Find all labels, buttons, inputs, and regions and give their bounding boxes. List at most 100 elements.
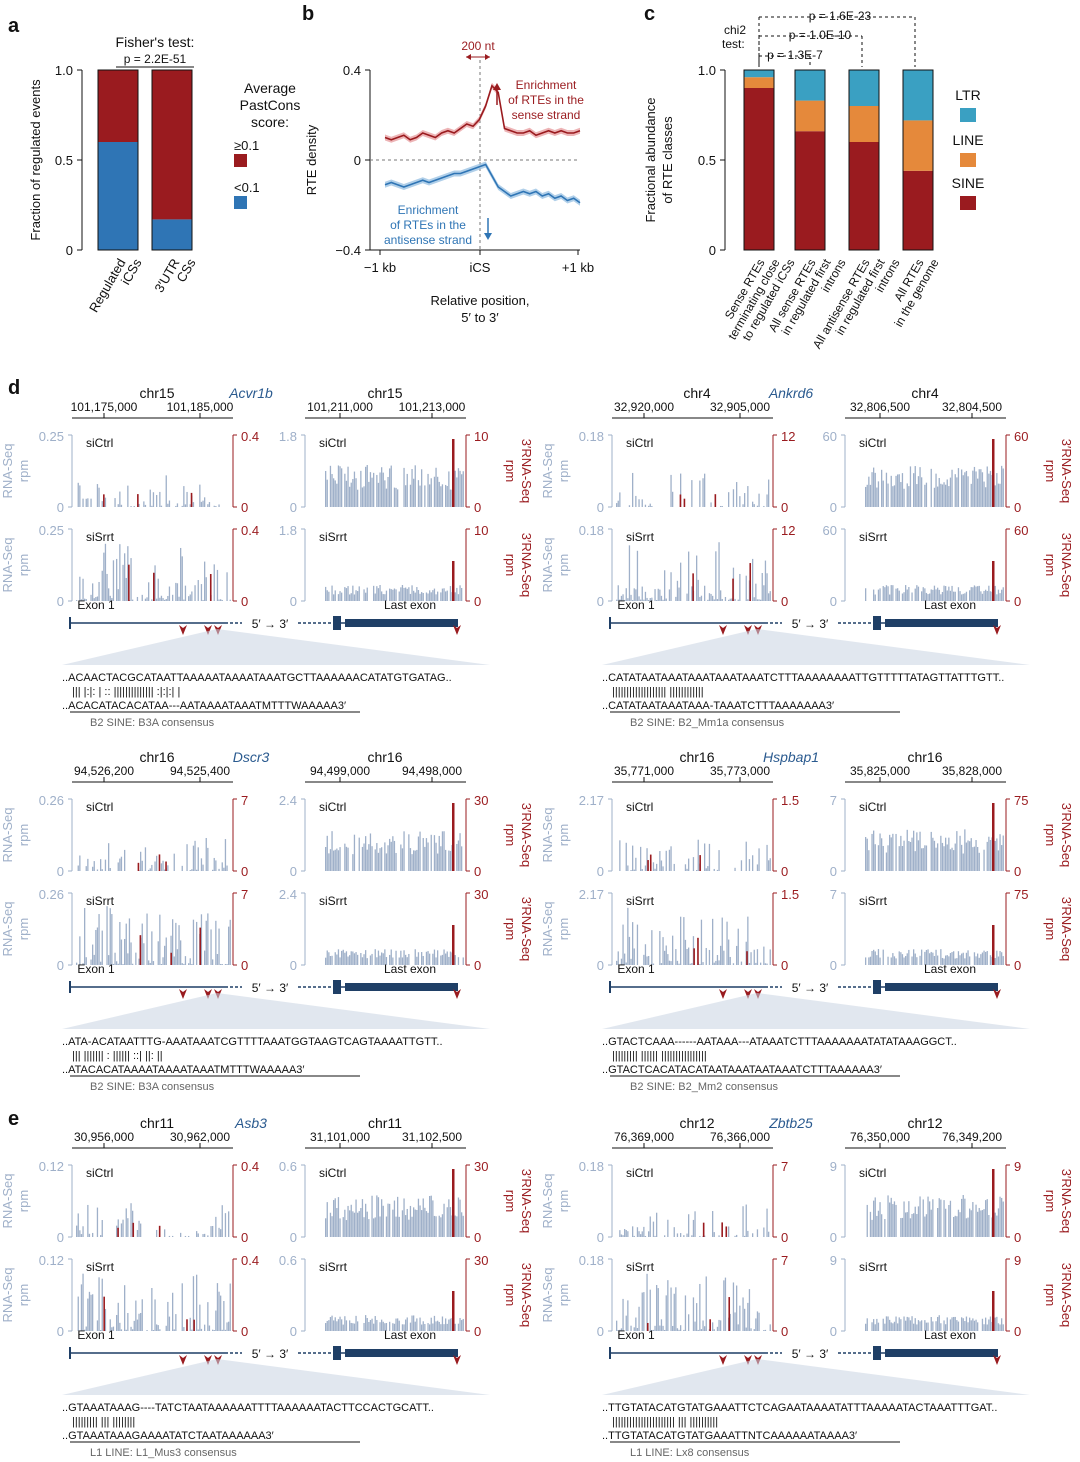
cov-bar	[702, 478, 704, 507]
axis-zero: 0	[290, 1324, 297, 1339]
cov-bar	[865, 486, 867, 507]
x-tick-label: −1 kb	[364, 260, 396, 275]
direction-label: 5′ → 3′	[252, 617, 289, 631]
peak	[732, 578, 734, 601]
cov-bar	[943, 1200, 945, 1237]
bar-0-0	[744, 88, 774, 250]
cov-bar	[945, 837, 947, 871]
bar-2-3	[903, 70, 933, 121]
cov-bar	[664, 570, 666, 601]
cov-bar	[643, 1292, 645, 1331]
cov-bar	[111, 914, 113, 965]
cov-bar	[625, 588, 627, 601]
cov-bar	[79, 936, 81, 965]
coord-tick: 76,349,200	[942, 1130, 1002, 1144]
rna3-seq-label: rpm	[1043, 824, 1058, 846]
rna3-axis-max: 7	[781, 1159, 788, 1174]
cov-bar	[440, 1217, 442, 1237]
cov-bar	[901, 954, 904, 965]
cov-bar	[369, 472, 372, 507]
coord-tick: 32,920,000	[614, 400, 674, 414]
rna3-axis-max: 10	[474, 523, 488, 538]
cov-bar	[704, 1326, 706, 1331]
coverage-left	[76, 906, 231, 965]
rna-axis-max: 9	[830, 1159, 837, 1174]
cov-bar	[419, 485, 421, 507]
x-axis-label: Relative position,	[431, 293, 530, 308]
cov-bar	[946, 955, 948, 965]
cov-bar	[627, 598, 629, 601]
cov-bar	[403, 467, 405, 507]
cov-bar	[159, 1329, 161, 1331]
cov-bar	[349, 955, 351, 965]
cov-bar	[454, 1215, 456, 1237]
cov-bar	[334, 952, 336, 965]
cov-bar	[927, 1196, 929, 1237]
cov-bar	[373, 1218, 375, 1237]
cs-marker	[204, 625, 212, 635]
cov-bar	[363, 486, 365, 507]
zoom-wedge	[602, 629, 1030, 665]
cov-bar	[935, 1321, 937, 1331]
panel-letter-c: c	[644, 3, 655, 25]
cov-bar	[461, 846, 463, 871]
cov-bar	[893, 1201, 896, 1237]
cov-bar	[680, 916, 682, 965]
cov-bar	[114, 952, 116, 965]
rna3-axis-max: 30	[474, 887, 488, 902]
cov-bar	[341, 1319, 343, 1331]
cov-bar	[921, 949, 923, 965]
cov-bar	[376, 843, 378, 871]
cov-bar	[366, 1211, 368, 1237]
cov-bar	[640, 599, 642, 601]
cov-bar	[376, 1319, 378, 1331]
gene-name: Hspbap1	[763, 749, 819, 765]
cov-bar	[365, 466, 367, 507]
cov-bar	[624, 1229, 626, 1237]
cov-bar	[221, 599, 223, 601]
up-arrow-head	[493, 83, 501, 90]
exon-block	[873, 980, 881, 994]
cov-bar	[748, 963, 751, 965]
cov-bar	[365, 836, 367, 871]
cov-bar	[691, 586, 693, 601]
bar-outline	[97, 69, 139, 251]
cov-bar	[445, 591, 447, 601]
cov-bar	[443, 1324, 445, 1331]
cov-bar	[395, 487, 397, 507]
exon-block	[333, 616, 341, 630]
cov-bar	[221, 1205, 223, 1237]
cov-bar	[662, 866, 664, 871]
peaks	[137, 803, 455, 871]
cov-bar	[200, 1328, 203, 1331]
cov-bar	[172, 1235, 174, 1237]
cov-bar	[887, 586, 889, 601]
cov-bar	[938, 1198, 940, 1237]
cov-bar	[409, 1205, 412, 1237]
cov-bar	[124, 1285, 126, 1331]
cov-bar	[344, 843, 346, 871]
cov-bar	[385, 853, 388, 871]
cov-bar	[868, 850, 870, 871]
rna-seq-label: RNA-Seq	[540, 538, 555, 593]
cov-bar	[395, 1318, 397, 1331]
cov-bar	[341, 592, 343, 601]
cov-bar	[168, 500, 171, 507]
cov-bar	[930, 1209, 932, 1237]
cov-bar	[892, 1204, 894, 1237]
cov-bar	[649, 598, 651, 601]
cov-bar	[898, 951, 900, 965]
cov-bar	[684, 1295, 687, 1331]
cov-bar	[764, 560, 767, 601]
cov-bar	[136, 1230, 139, 1237]
cov-bar	[325, 586, 327, 601]
cov-bar	[948, 486, 950, 507]
cov-bar	[628, 545, 631, 601]
cov-bar	[707, 866, 709, 871]
cov-bar	[988, 473, 990, 507]
cov-bar	[739, 573, 741, 601]
cov-bar	[371, 477, 373, 507]
cov-bar	[903, 592, 905, 601]
category-label: Regulated	[86, 256, 129, 315]
cov-bar	[112, 1326, 115, 1331]
